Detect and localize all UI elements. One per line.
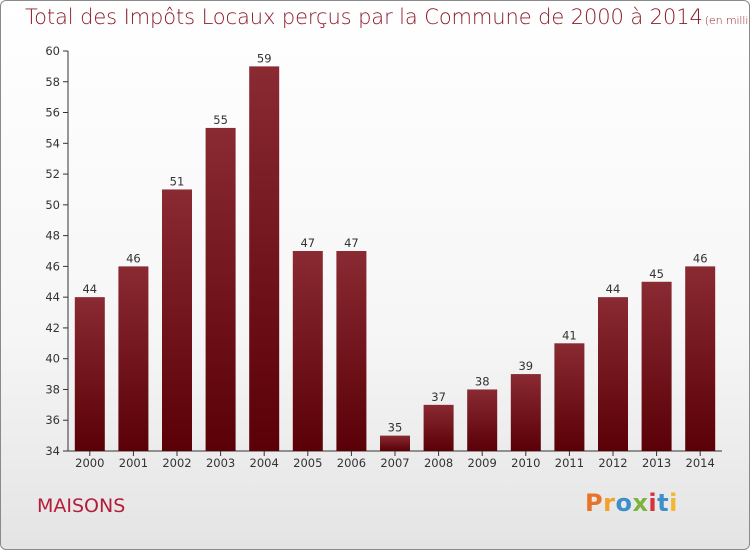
x-tick-label: 2011 bbox=[555, 456, 584, 470]
bar-value-label: 38 bbox=[475, 374, 490, 388]
logo-letter: P bbox=[585, 489, 604, 517]
logo-letter: r bbox=[603, 489, 616, 517]
logo-letter: x bbox=[632, 489, 649, 517]
bar-2006 bbox=[336, 251, 367, 451]
bar-2001 bbox=[118, 266, 149, 451]
y-tick-label: 50 bbox=[45, 198, 60, 212]
y-tick-label: 34 bbox=[45, 444, 60, 458]
x-tick-label: 2006 bbox=[337, 456, 366, 470]
y-tick-label: 58 bbox=[45, 75, 60, 89]
bar-2005 bbox=[292, 251, 323, 451]
bar-value-label: 47 bbox=[300, 236, 315, 250]
y-tick-label: 42 bbox=[45, 321, 60, 335]
bar-2012 bbox=[598, 297, 628, 451]
bar-value-label: 37 bbox=[431, 390, 446, 404]
bar-value-label: 51 bbox=[170, 174, 185, 188]
y-tick-label: 48 bbox=[45, 229, 60, 243]
bar-2008 bbox=[423, 404, 454, 451]
bar-2011 bbox=[554, 343, 585, 451]
bar-value-label: 45 bbox=[649, 267, 664, 281]
x-tick-label: 2007 bbox=[380, 456, 409, 470]
bar-value-label: 47 bbox=[344, 236, 359, 250]
x-tick-label: 2003 bbox=[206, 456, 235, 470]
bar-2014 bbox=[685, 266, 716, 451]
logo-letter: i bbox=[669, 489, 678, 517]
logo-letter: i bbox=[648, 489, 658, 517]
bar-2010 bbox=[510, 374, 541, 451]
x-tick-label: 2001 bbox=[119, 456, 148, 470]
bar-value-label: 44 bbox=[606, 282, 621, 296]
x-tick-label: 2000 bbox=[75, 456, 104, 470]
x-tick-label: 2014 bbox=[686, 456, 715, 470]
bar-2004 bbox=[249, 66, 280, 451]
commune-name: MAISONS bbox=[37, 495, 126, 517]
bar-2002 bbox=[162, 189, 192, 451]
x-tick-label: 2012 bbox=[598, 456, 627, 470]
bar-2000 bbox=[74, 297, 105, 451]
x-tick-label: 2002 bbox=[162, 456, 191, 470]
bar-value-label: 41 bbox=[562, 328, 577, 342]
bar-2009 bbox=[467, 389, 498, 451]
x-tick-label: 2008 bbox=[424, 456, 453, 470]
x-tick-label: 2010 bbox=[511, 456, 540, 470]
x-tick-label: 2005 bbox=[293, 456, 322, 470]
bar-value-label: 39 bbox=[518, 359, 533, 373]
y-tick-label: 46 bbox=[45, 259, 60, 273]
y-tick-label: 36 bbox=[45, 413, 60, 427]
y-tick-label: 40 bbox=[45, 352, 60, 366]
bar-value-label: 59 bbox=[257, 51, 272, 65]
bar-value-label: 35 bbox=[388, 421, 403, 435]
y-tick-label: 44 bbox=[45, 290, 60, 304]
bar-value-label: 44 bbox=[82, 282, 97, 296]
chart-subtitle: (en milliers d'€) bbox=[704, 14, 749, 27]
chart-title: Total des Impôts Locaux perçus par la Co… bbox=[25, 5, 749, 29]
x-tick-label: 2004 bbox=[250, 456, 279, 470]
bar-2013 bbox=[641, 281, 672, 451]
x-tick-label: 2009 bbox=[468, 456, 497, 470]
bar-value-label: 55 bbox=[213, 113, 228, 127]
y-tick-label: 56 bbox=[45, 106, 60, 120]
logo-letter: t bbox=[657, 489, 670, 517]
x-tick-label: 2013 bbox=[642, 456, 671, 470]
y-tick-label: 38 bbox=[45, 382, 60, 396]
bar-value-label: 46 bbox=[693, 251, 708, 265]
bar-value-label: 46 bbox=[126, 251, 141, 265]
y-tick-label: 52 bbox=[45, 167, 60, 181]
y-tick-label: 60 bbox=[45, 44, 60, 58]
bar-2003 bbox=[205, 127, 236, 451]
logo-letter: o bbox=[615, 489, 633, 517]
y-tick-label: 54 bbox=[45, 136, 60, 150]
proxiti-logo: Proxiti bbox=[585, 489, 678, 517]
chart-title-text: Total des Impôts Locaux perçus par la Co… bbox=[25, 5, 703, 29]
bar-2007 bbox=[380, 435, 410, 451]
